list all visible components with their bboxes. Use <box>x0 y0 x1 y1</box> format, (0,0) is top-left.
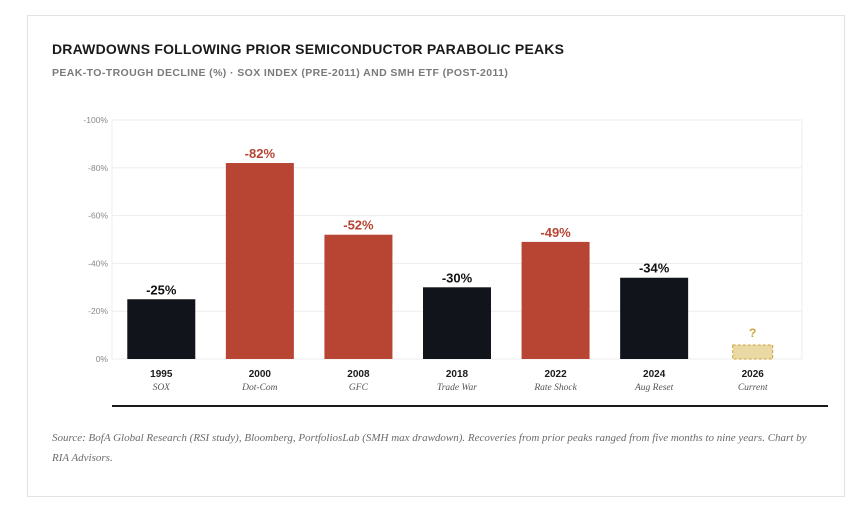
bar <box>324 234 393 359</box>
x-tick-sublabel: SOX <box>153 383 172 393</box>
x-tick-year: 2018 <box>446 369 469 380</box>
bar-placeholder <box>732 344 774 360</box>
bar <box>423 287 491 359</box>
bar <box>225 163 294 359</box>
y-tick-label: 0% <box>96 354 109 364</box>
x-tick-year: 2026 <box>742 369 765 380</box>
x-tick-year: 1995 <box>150 369 173 380</box>
bar-value-label: -82% <box>245 146 276 161</box>
bar <box>620 277 689 359</box>
bar-value-label: -52% <box>343 218 374 233</box>
x-tick-year: 2000 <box>249 369 272 380</box>
x-tick-sublabel: GFC <box>349 383 369 393</box>
y-tick-label: -40% <box>88 258 108 268</box>
y-tick-label: -20% <box>88 306 108 316</box>
chart-title: DRAWDOWNS FOLLOWING PRIOR SEMICONDUCTOR … <box>52 41 565 57</box>
bar-value-label: -49% <box>540 225 571 240</box>
x-tick-year: 2022 <box>544 369 567 380</box>
bar-value-label: -34% <box>639 261 670 276</box>
chart-card: DRAWDOWNS FOLLOWING PRIOR SEMICONDUCTOR … <box>27 15 845 497</box>
x-tick-sublabel: Current <box>738 383 768 393</box>
x-tick-sublabel: Aug Reset <box>634 383 674 393</box>
x-tick-sublabel: Dot-Com <box>241 383 278 393</box>
x-tick-year: 2008 <box>347 369 370 380</box>
y-tick-label: -100% <box>83 115 108 125</box>
bar-value-label: -30% <box>442 270 473 285</box>
x-tick-sublabel: Rate Shock <box>533 383 577 393</box>
chart-subtitle: PEAK-TO-TROUGH DECLINE (%) · SOX INDEX (… <box>52 67 509 79</box>
y-tick-label: -80% <box>88 163 108 173</box>
bar-value-label: ? <box>749 326 756 340</box>
bar <box>127 299 196 359</box>
source-note: Source: BofA Global Research (RSI study)… <box>52 432 807 464</box>
x-tick-sublabel: Trade War <box>437 383 477 393</box>
drawdown-bar-chart: 0% -20% -40% -60% -80% -100% -25% 1995 SOX -82% 20… <box>83 115 828 407</box>
y-tick-label: -60% <box>88 211 108 221</box>
bar-value-label: -25% <box>146 282 177 297</box>
x-tick-year: 2024 <box>643 369 666 380</box>
bar <box>521 241 590 359</box>
